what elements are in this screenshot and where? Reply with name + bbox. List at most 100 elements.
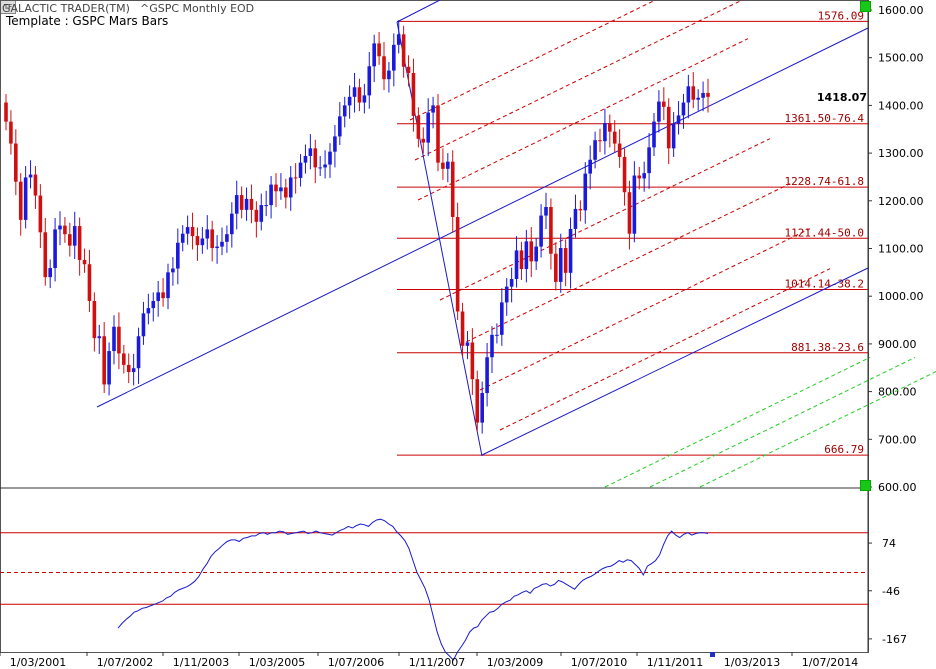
x-tick-label: 1/11/2007 <box>409 656 465 669</box>
candle-body <box>68 234 72 246</box>
candle-body <box>627 192 632 234</box>
fib-level-label: 1014.14-38.2 <box>785 277 864 290</box>
candle-body <box>161 292 165 299</box>
candle-body <box>9 121 13 144</box>
indicator-tick-label: -167 <box>882 633 907 646</box>
candle-body <box>563 248 568 273</box>
candle-body <box>647 147 651 174</box>
x-tick-label: 1/11/2011 <box>647 656 703 669</box>
candle-body <box>509 279 514 287</box>
candle-body <box>77 226 82 260</box>
candle-body <box>146 308 151 314</box>
candle-body <box>382 56 386 80</box>
candle-body <box>671 123 676 149</box>
candle-body <box>28 174 33 178</box>
candle-body <box>706 92 710 97</box>
candle-body <box>288 177 293 198</box>
candle-body <box>416 115 421 139</box>
y-tick-label: 1600.00 <box>878 4 924 17</box>
candle-body <box>342 105 347 117</box>
candle-body <box>357 87 362 103</box>
candle-body <box>558 248 563 282</box>
fib-level-label: 666.79 <box>824 443 864 456</box>
candle-body <box>72 226 77 246</box>
candle-body <box>676 115 681 124</box>
y-tick-label: 1000.00 <box>878 290 924 303</box>
candle-body <box>14 143 18 182</box>
candle-body <box>431 105 435 113</box>
candle-body <box>455 217 460 312</box>
candle-body <box>195 236 200 246</box>
candle-body <box>362 95 367 103</box>
chart-frame <box>0 0 869 653</box>
candle-body <box>446 161 450 169</box>
red-dashed-trendline <box>499 268 831 431</box>
candle-body <box>92 300 97 339</box>
candle-body <box>352 87 357 97</box>
fib-level-label: 1361.50-76.4 <box>785 112 865 125</box>
candle-body <box>421 138 426 143</box>
y-tick-label: 1300.00 <box>878 147 924 160</box>
candle-body <box>657 101 661 122</box>
candle-body <box>593 140 597 160</box>
x-tick-label: 1/07/2014 <box>802 656 858 669</box>
candle-body <box>151 300 156 309</box>
candle-body <box>603 123 607 142</box>
x-tick-label: 1/03/2005 <box>249 656 305 669</box>
last-price-label: 1418.07 <box>817 91 867 104</box>
candle-body <box>112 326 116 352</box>
green-dashed-trendline <box>604 356 871 488</box>
indicator-pane-button[interactable] <box>860 480 871 491</box>
candle-body <box>544 207 548 216</box>
candle-body <box>519 250 524 270</box>
candle-body <box>234 195 239 214</box>
candle-body <box>701 92 705 98</box>
candle-body <box>338 116 342 137</box>
candle-body <box>180 233 185 243</box>
price-pane-maximize-button[interactable] <box>860 1 871 12</box>
candle-body <box>215 246 219 249</box>
candle-body <box>126 364 131 373</box>
candle-body <box>598 140 602 142</box>
candle-body <box>450 161 455 218</box>
candle-body <box>401 34 406 67</box>
candle-body <box>293 177 298 179</box>
candle-body <box>176 242 180 269</box>
candle-body <box>200 238 205 246</box>
candle-body <box>612 131 617 144</box>
candle-body <box>392 44 396 71</box>
green-dashed-trendline <box>699 371 936 488</box>
red-dashed-trendline <box>417 38 749 201</box>
candle-body <box>568 228 573 273</box>
candle-body <box>588 159 592 174</box>
red-dashed-trendline <box>479 228 811 391</box>
candle-body <box>264 205 268 207</box>
candle-body <box>490 334 494 358</box>
swing-down-line <box>396 21 483 457</box>
candle-body <box>534 246 538 262</box>
x-tick-label: 1/03/2009 <box>487 656 543 669</box>
candle-body <box>637 175 642 179</box>
x-tick-label: 1/07/2002 <box>97 656 153 669</box>
candle-body <box>244 198 249 210</box>
candle-body <box>328 151 332 165</box>
scroll-marker[interactable] <box>710 652 715 657</box>
candle-body <box>23 177 28 220</box>
candle-body <box>406 66 411 73</box>
y-tick-label: 600.00 <box>878 481 917 494</box>
candle-body <box>377 43 381 57</box>
fib-level-label: 1121.44-50.0 <box>785 226 864 239</box>
candle-body <box>249 198 254 210</box>
indicator-tick-label: 74 <box>882 537 896 550</box>
candle-body <box>318 167 322 169</box>
candle-body <box>122 353 126 365</box>
candle-body <box>691 86 696 100</box>
candle-body <box>480 393 484 423</box>
candle-body <box>666 106 671 149</box>
candle-body <box>87 264 92 301</box>
candle-body <box>396 34 401 45</box>
candle-body <box>514 250 519 280</box>
candle-body <box>298 162 303 178</box>
candle-body <box>107 351 111 385</box>
x-tick-label: 1/03/2001 <box>10 656 66 669</box>
